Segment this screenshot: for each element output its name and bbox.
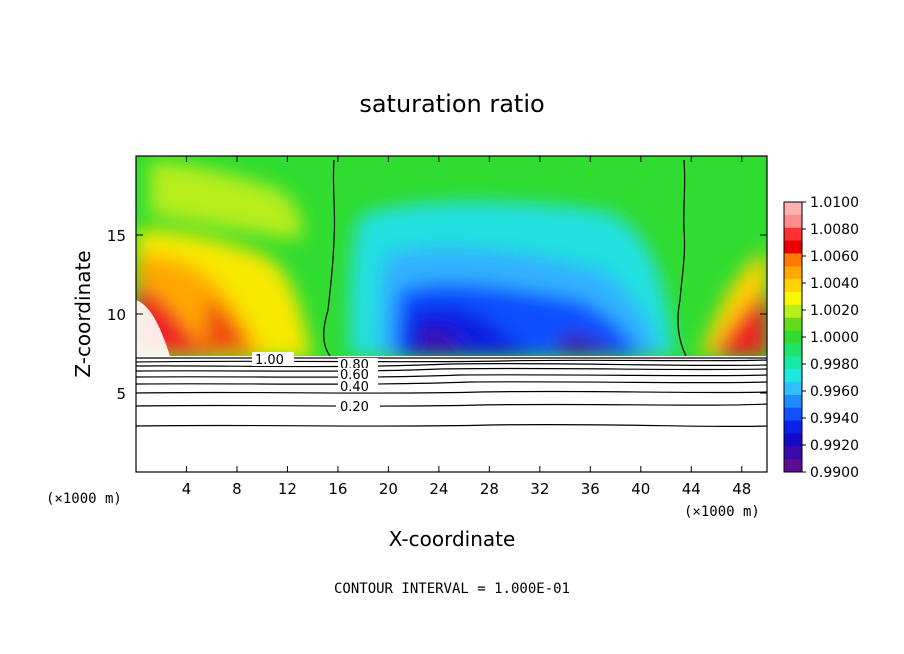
colorbar-swatch [784,279,802,293]
x-tick-label: 16 [328,480,347,498]
colorbar-swatch [784,253,802,267]
colorbar-swatch [784,356,802,370]
colorbar-tick-label: 0.9920 [810,438,859,454]
contour-label: 0.40 [340,380,369,395]
x-tick-label: 24 [429,480,448,498]
left-lightgreen-patch [150,160,302,240]
colorbar-tick-label: 1.0040 [810,276,859,292]
colorbar-swatch [784,317,802,332]
y-axis-label: Z-coordinate [71,250,95,377]
colorbar-swatch [784,407,802,422]
colorbar-swatch [784,266,802,280]
colorbar-swatch [784,330,802,344]
y-tick-label: 10 [107,306,126,324]
colorbar-swatch [784,446,802,460]
colorbar-swatch [784,459,802,473]
colorbar-tick-label: 0.9980 [810,357,859,373]
x-tick-label: 28 [480,480,499,498]
colored-field [136,156,767,472]
colorbar-swatch [784,292,802,306]
y-tick-label: 5 [116,385,126,403]
colorbar-swatch [784,202,802,216]
colorbar-tick-label: 1.0100 [810,195,859,211]
colorbar-swatch [784,394,802,409]
contour-label: 1.00 [255,353,284,368]
purple-patches [420,328,615,354]
right-red-region [712,290,767,356]
colorbar-swatch [784,214,802,229]
colorbar: 1.0100 1.0080 1.0060 1.0040 1.0020 1.0000 0.99… [783,195,859,481]
left-red-lobe [205,300,250,352]
y-tick-label: 15 [107,227,126,245]
colorbar-tick-label: 1.0000 [810,330,859,346]
colorbar-tick-label: 1.0060 [810,249,859,265]
x-tick-label: 48 [732,480,751,498]
x-tick-label: 40 [631,480,650,498]
colorbar-tick-label: 0.9900 [810,465,859,481]
colorbar-swatch [784,240,802,254]
colorbar-tick-label: 1.0020 [810,303,859,319]
contour-interval-note: CONTOUR INTERVAL = 1.000E-01 [334,581,570,597]
contour-label: 0.60 [340,368,369,383]
colorbar-swatch [784,382,802,396]
contour-label: 0.20 [340,400,369,415]
contour-line-left [323,159,336,357]
x-axis-label: X-coordinate [389,527,516,551]
colorbar-swatch [784,433,802,447]
colorbar-swatch [784,343,802,357]
colorbar-swatch [784,369,802,383]
x-tick-label: 8 [232,480,242,498]
x-unit-right: (×1000 m) [684,504,760,520]
contour-line-right [677,159,687,357]
x-tick-label: 4 [182,480,192,498]
colorbar-tick-label: 0.9960 [810,384,859,400]
colorbar-swatch [784,304,802,319]
colorbar-swatch [784,420,802,434]
colorbar-tick-label: 0.9940 [810,411,859,427]
contour-lines [136,159,767,428]
x-tick-label: 20 [379,480,398,498]
chart-title: saturation ratio [359,90,544,118]
colorbar-swatch [784,227,802,242]
x-unit-left: (×1000 m) [46,491,122,507]
x-tick-label: 44 [682,480,701,498]
y-axis-ticks: 5 10 15 [107,227,767,403]
colorbar-tick-label: 1.0080 [810,222,859,238]
x-axis-ticks: 4 8 12 16 20 24 28 32 36 40 44 48 [182,156,751,498]
x-tick-label: 12 [278,480,297,498]
x-tick-label: 32 [530,480,549,498]
x-tick-label: 36 [581,480,600,498]
contour-labels: 1.00 0.80 0.60 0.40 0.20 [252,352,380,415]
